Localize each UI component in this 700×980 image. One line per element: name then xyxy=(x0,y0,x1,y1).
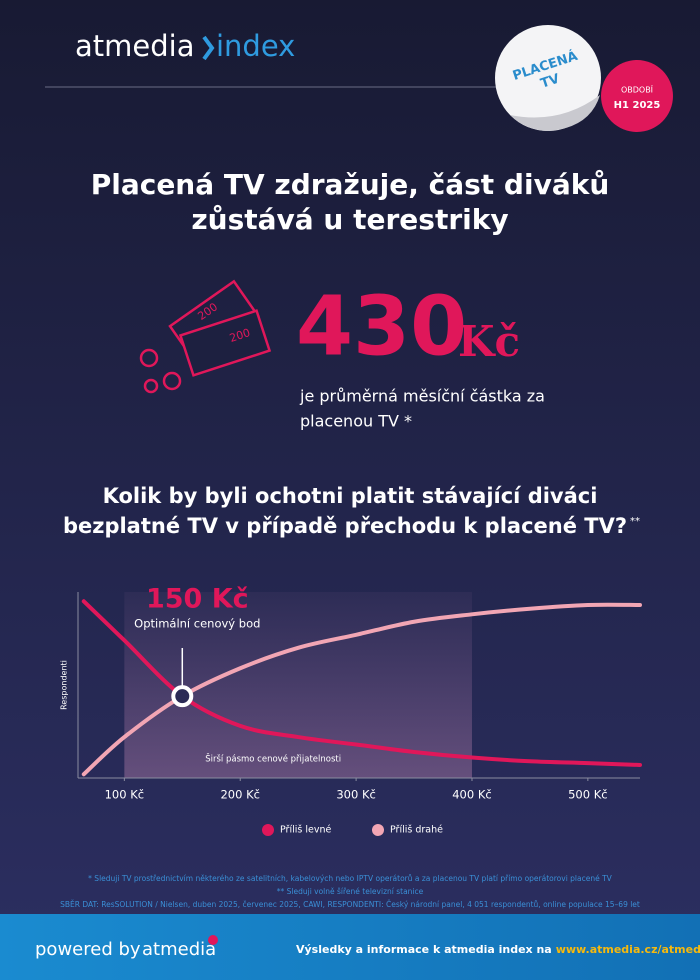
x-tick-label: 500 Kč xyxy=(568,788,607,802)
money-icon xyxy=(139,279,272,394)
question: bezplatné TV v případě přechodu k placen… xyxy=(63,514,627,538)
legend-label: Příliš levné xyxy=(280,825,331,836)
chart: Širší pásmo cenové přijatelnosti Responde… xyxy=(60,584,642,836)
logo: atmedia xyxy=(75,29,194,63)
brand-dot xyxy=(208,935,218,945)
coin xyxy=(139,348,159,368)
period-label: OBDOBÍ xyxy=(621,84,654,95)
logo-index: index xyxy=(216,29,295,63)
banknote-value: 200 xyxy=(228,326,252,345)
headline: Placená TV zdražuje, část diváků xyxy=(91,168,610,201)
legend-swatch xyxy=(372,824,384,836)
x-tick-label: 400 Kč xyxy=(452,788,491,802)
footer-text: Výsledky a informace k atmedia index na xyxy=(296,943,552,956)
footer xyxy=(0,914,700,980)
optimal-label: 150 Kč xyxy=(146,584,249,615)
legend-swatch xyxy=(262,824,274,836)
series-line xyxy=(81,599,642,767)
period: H1 2025 xyxy=(614,100,661,111)
stat-unit: Kč xyxy=(458,317,520,366)
coin xyxy=(162,371,182,391)
stat-value: 430 xyxy=(296,279,467,374)
period-badge xyxy=(601,60,673,132)
coin xyxy=(143,378,159,394)
powered-by: powered by xyxy=(35,939,141,960)
y-axis-label: Respondenti xyxy=(60,660,69,710)
footnote: * Sleduji TV prostřednictvím některého z… xyxy=(88,874,613,883)
legend-label: Příliš drahé xyxy=(390,825,443,836)
question: Kolik by byli ochotni platit stávající d… xyxy=(103,484,598,508)
optimal-point xyxy=(171,685,194,708)
stat-caption: je průměrná měsíční částka za xyxy=(299,387,545,406)
banknote xyxy=(178,309,272,377)
sticker-line: TV xyxy=(539,72,562,92)
logo-chevron xyxy=(202,35,215,61)
band-label: Širší pásmo cenové přijatelnosti xyxy=(205,753,341,765)
footer-link[interactable]: www.atmedia.cz/atmedia-index xyxy=(556,943,700,956)
x-tick-label: 300 Kč xyxy=(336,788,375,802)
series-line xyxy=(81,602,642,777)
x-tick-label: 100 Kč xyxy=(105,788,144,802)
x-tick-label: 200 Kč xyxy=(220,788,259,802)
optimal-caption: Optimální cenový bod xyxy=(134,617,260,631)
footnote: SBĚR DAT: ResSOLUTION / Nielsen, duben 2… xyxy=(60,900,640,909)
footnote: ** Sleduji volně šířené televizní stanic… xyxy=(277,887,424,896)
sticker xyxy=(495,25,601,131)
headline: zůstává u terestriky xyxy=(191,203,508,236)
sticker-curl xyxy=(510,95,600,131)
footer-brand: atmedia xyxy=(142,939,216,960)
question-mark: ** xyxy=(630,516,640,527)
stat-caption: placenou TV * xyxy=(300,412,412,431)
